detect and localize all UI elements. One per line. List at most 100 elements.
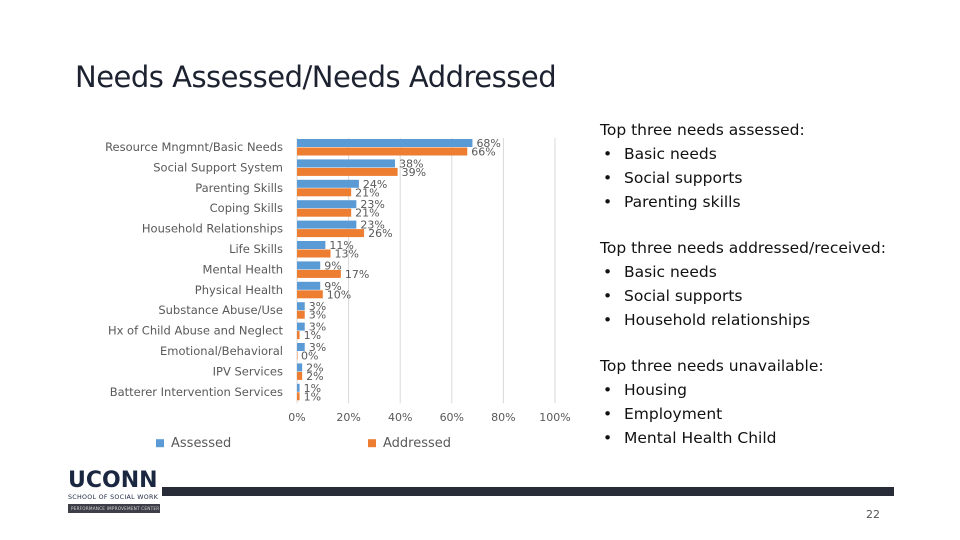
bar-addressed: [297, 229, 365, 238]
x-tick-label: 20%: [336, 411, 360, 424]
data-label: 3%: [309, 341, 326, 354]
note-list: Basic needs Social supports Parenting sk…: [600, 142, 940, 214]
uconn-logo: UCONN SCHOOL OF SOCIAL WORK PERFORMANCE …: [68, 470, 160, 513]
x-tick-label: 0%: [288, 411, 305, 424]
bar-addressed: [297, 167, 398, 176]
category-label: Life Skills: [229, 242, 283, 256]
bar-addressed: [297, 188, 352, 197]
bar-assessed: [297, 322, 305, 331]
data-label: 9%: [324, 259, 341, 272]
data-label: 24%: [363, 178, 387, 191]
note-item: Social supports: [600, 284, 940, 308]
category-label: Resource Mngmnt/Basic Needs: [105, 140, 283, 154]
data-label: 17%: [345, 268, 369, 281]
data-label: 0%: [301, 350, 318, 363]
data-label: 68%: [476, 137, 500, 150]
bar-addressed: [297, 392, 300, 401]
bar-addressed: [297, 269, 341, 278]
bar-addressed: [297, 351, 298, 360]
logo-center-name: PERFORMANCE IMPROVEMENT CENTER: [68, 504, 160, 513]
note-block-assessed: Top three needs assessed: Basic needs So…: [600, 118, 940, 214]
logo-subtitle: SCHOOL OF SOCIAL WORK: [68, 494, 159, 501]
data-label: 23%: [360, 198, 384, 211]
category-label: Mental Health: [203, 262, 283, 276]
data-label: 39%: [402, 166, 426, 179]
legend-swatch: [156, 439, 164, 448]
data-label: 38%: [399, 157, 423, 170]
bar-assessed: [297, 343, 305, 351]
bar-assessed: [297, 261, 321, 270]
bar-assessed: [297, 179, 359, 188]
bar-addressed: [297, 290, 323, 299]
data-label: 26%: [368, 227, 392, 240]
x-tick-label: 80%: [491, 411, 515, 424]
bar-assessed: [297, 281, 321, 290]
data-label: 23%: [360, 219, 384, 232]
note-block-unavailable: Top three needs unavailable: Housing Emp…: [600, 354, 940, 450]
slide-title: Needs Assessed/Needs Addressed: [75, 60, 557, 94]
bar-assessed: [297, 159, 396, 168]
data-label: 2%: [306, 361, 323, 374]
bar-assessed: [297, 302, 305, 311]
bar-addressed: [297, 249, 331, 258]
x-tick-label: 100%: [539, 411, 570, 424]
data-label: 66%: [471, 146, 495, 159]
legend-swatch: [368, 439, 376, 448]
note-heading: Top three needs addressed/received:: [600, 239, 886, 257]
note-item: Housing: [600, 378, 940, 402]
bar-assessed: [297, 241, 326, 249]
data-label: 3%: [309, 300, 326, 313]
data-label: 3%: [309, 309, 326, 322]
category-label: IPV Services: [213, 364, 283, 378]
data-label: 10%: [327, 288, 351, 301]
note-block-addressed: Top three needs addressed/received: Basi…: [600, 236, 940, 332]
category-label: Household Relationships: [142, 222, 283, 236]
data-label: 9%: [324, 280, 341, 293]
note-item: Household relationships: [600, 308, 940, 332]
bar-addressed: [297, 331, 300, 340]
note-heading: Top three needs assessed:: [600, 121, 805, 139]
notes-panel: Top three needs assessed: Basic needs So…: [600, 118, 940, 472]
bar-assessed: [297, 383, 300, 392]
data-label: 21%: [355, 207, 379, 220]
data-label: 2%: [306, 370, 323, 383]
bar-addressed: [297, 208, 352, 217]
category-label: Batterer Intervention Services: [110, 385, 283, 399]
data-label: 3%: [309, 321, 326, 334]
data-label: 21%: [355, 186, 379, 199]
note-list: Basic needs Social supports Household re…: [600, 260, 940, 332]
category-label: Physical Health: [195, 283, 283, 297]
note-item: Basic needs: [600, 142, 940, 166]
bar-addressed: [297, 310, 305, 319]
category-label: Emotional/Behavioral: [160, 344, 283, 358]
page-number: 22: [866, 508, 880, 521]
bar-addressed: [297, 147, 468, 156]
bar-addressed: [297, 371, 303, 380]
legend-label: Addressed: [383, 436, 451, 451]
note-item: Social supports: [600, 166, 940, 190]
legend-label: Assessed: [171, 436, 231, 451]
logo-wordmark: UCONN: [68, 468, 158, 493]
bar-assessed: [297, 200, 357, 209]
data-label: 13%: [335, 248, 359, 261]
note-item: Basic needs: [600, 260, 940, 284]
data-label: 1%: [304, 382, 321, 395]
data-label: 1%: [304, 329, 321, 342]
category-label: Hx of Child Abuse and Neglect: [108, 324, 284, 338]
note-item: Mental Health Child: [600, 426, 940, 450]
x-tick-label: 40%: [388, 411, 412, 424]
category-label: Social Support System: [153, 160, 283, 174]
category-label: Substance Abuse/Use: [158, 303, 283, 317]
footer-divider: [162, 487, 894, 496]
note-heading: Top three needs unavailable:: [600, 357, 824, 375]
note-item: Parenting skills: [600, 190, 940, 214]
bar-assessed: [297, 220, 357, 229]
bar-chart: 0% 20% 40% 60% 80% 100% Resource Mngmnt/Basic …: [105, 137, 571, 451]
x-tick-label: 60%: [440, 411, 464, 424]
bar-assessed: [297, 363, 303, 372]
bar-assessed: [297, 139, 473, 147]
note-item: Employment: [600, 402, 940, 426]
data-label: 1%: [304, 390, 321, 403]
category-label: Parenting Skills: [195, 181, 283, 195]
data-label: 11%: [329, 239, 353, 252]
